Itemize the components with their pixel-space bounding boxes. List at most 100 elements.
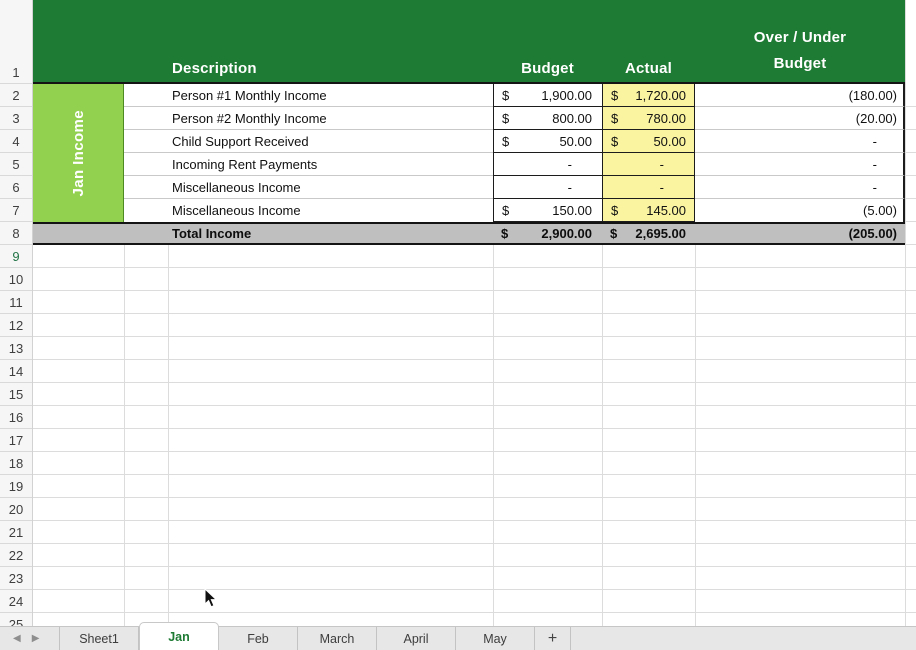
total-budget-amount: 2,900.00 (541, 226, 592, 241)
row-header-1[interactable]: 1 (0, 0, 32, 84)
cell-budget[interactable]: $50.00 (493, 130, 602, 153)
row-header-23[interactable]: 23 (0, 567, 32, 590)
header-description[interactable]: Description (172, 60, 257, 77)
cell-description[interactable]: Person #1 Monthly Income (124, 84, 493, 107)
budget-amount: - (567, 156, 572, 172)
row-header-8[interactable]: 8 (0, 222, 32, 245)
cell-description[interactable]: Miscellaneous Income (124, 199, 493, 222)
cell-over-under[interactable]: - (695, 130, 905, 153)
total-over-under[interactable]: (205.00) (848, 226, 897, 241)
cell-description[interactable]: Miscellaneous Income (124, 176, 493, 199)
cell-actual[interactable]: $1,720.00 (602, 84, 695, 107)
sheet-tab-april[interactable]: April (377, 627, 456, 650)
row-header-14[interactable]: 14 (0, 360, 32, 383)
cell-description[interactable]: Person #2 Monthly Income (124, 107, 493, 130)
grid-vertical-line (124, 245, 125, 626)
currency-symbol: $ (502, 87, 510, 103)
sheet-tab-sheet1[interactable]: Sheet1 (59, 627, 139, 650)
row-header-18[interactable]: 18 (0, 452, 32, 475)
row-header-20[interactable]: 20 (0, 498, 32, 521)
currency-symbol: $ (502, 110, 510, 126)
cell-over-under[interactable]: - (695, 176, 905, 199)
row-header-6[interactable]: 6 (0, 176, 32, 199)
row-header-4[interactable]: 4 (0, 130, 32, 153)
cell-actual[interactable]: - (602, 153, 695, 176)
actual-amount: - (659, 156, 664, 172)
cell-budget[interactable]: - (493, 153, 602, 176)
row-header-9[interactable]: 9 (0, 245, 32, 268)
header-over-under-budget[interactable]: Over / Under Budget (695, 25, 905, 77)
cell-over-under[interactable]: (20.00) (695, 107, 905, 130)
currency-symbol: $ (611, 202, 619, 218)
row-header-7[interactable]: 7 (0, 199, 32, 222)
actual-amount: 145.00 (646, 202, 686, 218)
row-header-2[interactable]: 2 (0, 84, 32, 107)
cell-budget[interactable]: - (493, 176, 602, 199)
header-budget[interactable]: Budget (521, 60, 574, 77)
currency-symbol: $ (501, 226, 509, 241)
table-row: Person #2 Monthly Income $800.00 $780.00… (33, 107, 905, 130)
actual-amount: 780.00 (646, 110, 686, 126)
total-actual-amount: 2,695.00 (635, 226, 686, 241)
sheet-tab-may[interactable]: May (456, 627, 535, 650)
cell-over-under[interactable]: - (695, 153, 905, 176)
grid-vertical-line (168, 245, 169, 626)
cell-budget[interactable]: $1,900.00 (493, 84, 602, 107)
row-header-13[interactable]: 13 (0, 337, 32, 360)
row-header-17[interactable]: 17 (0, 429, 32, 452)
table-row: Person #1 Monthly Income $1,900.00 $1,72… (33, 84, 905, 107)
add-sheet-button[interactable]: + (535, 627, 571, 650)
cell-description[interactable]: Child Support Received (124, 130, 493, 153)
sheet-tab-jan[interactable]: Jan (139, 622, 219, 650)
row-header-25[interactable]: 25 (0, 613, 32, 627)
cell-budget[interactable]: $800.00 (493, 107, 602, 130)
row-header-19[interactable]: 19 (0, 475, 32, 498)
header-over-under-line2: Budget (773, 55, 827, 72)
total-income-row[interactable]: Total Income $2,900.00 $2,695.00 (205.00… (33, 222, 905, 245)
row-header-22[interactable]: 22 (0, 544, 32, 567)
sheet-tab-feb[interactable]: Feb (219, 627, 298, 650)
grid-vertical-line (695, 245, 696, 626)
currency-symbol: $ (611, 87, 619, 103)
table-row: Miscellaneous Income $150.00 $145.00 (5.… (33, 199, 905, 222)
row-header-10[interactable]: 10 (0, 268, 32, 291)
table-row: Incoming Rent Payments - - - (33, 153, 905, 176)
mouse-cursor-icon (204, 587, 218, 614)
row-number-gutter: 1 2 3 4 5 6 7 8 9 10 11 12 13 14 15 16 1… (0, 0, 33, 626)
header-over-under-line1: Over / Under (753, 29, 847, 46)
cell-actual[interactable]: $780.00 (602, 107, 695, 130)
row-header-21[interactable]: 21 (0, 521, 32, 544)
cell-over-under[interactable]: (180.00) (695, 84, 905, 107)
table-header-row[interactable]: Description Budget Actual Over / Under Bu… (33, 0, 905, 84)
tabs-scroll-left-icon[interactable]: ◀ (13, 633, 21, 644)
cell-actual[interactable]: - (602, 176, 695, 199)
cell-description[interactable]: Incoming Rent Payments (124, 153, 493, 176)
row-header-5[interactable]: 5 (0, 153, 32, 176)
total-label: Total Income (172, 226, 252, 241)
currency-symbol: $ (611, 133, 619, 149)
row-header-12[interactable]: 12 (0, 314, 32, 337)
actual-amount: - (659, 179, 664, 195)
total-actual[interactable]: $2,695.00 (602, 224, 695, 243)
section-label-jan-income[interactable]: Jan Income (33, 84, 124, 222)
tabs-scroll-right-icon[interactable]: ▶ (31, 633, 40, 644)
cell-actual[interactable]: $145.00 (602, 199, 695, 222)
currency-symbol: $ (611, 110, 619, 126)
budget-amount: 1,900.00 (541, 87, 592, 103)
income-table: Jan Income Person #1 Monthly Income $1,9… (33, 84, 905, 245)
header-actual[interactable]: Actual (624, 60, 673, 77)
budget-amount: 800.00 (552, 110, 592, 126)
currency-symbol: $ (610, 226, 618, 241)
row-header-24[interactable]: 24 (0, 590, 32, 613)
sheet-tab-march[interactable]: March (298, 627, 377, 650)
currency-symbol: $ (502, 202, 510, 218)
row-header-15[interactable]: 15 (0, 383, 32, 406)
row-header-16[interactable]: 16 (0, 406, 32, 429)
row-header-11[interactable]: 11 (0, 291, 32, 314)
cell-over-under[interactable]: (5.00) (695, 199, 905, 222)
cell-budget[interactable]: $150.00 (493, 199, 602, 222)
grid-vertical-line (602, 245, 603, 626)
row-header-3[interactable]: 3 (0, 107, 32, 130)
cell-actual[interactable]: $50.00 (602, 130, 695, 153)
total-budget[interactable]: $2,900.00 (493, 224, 602, 243)
